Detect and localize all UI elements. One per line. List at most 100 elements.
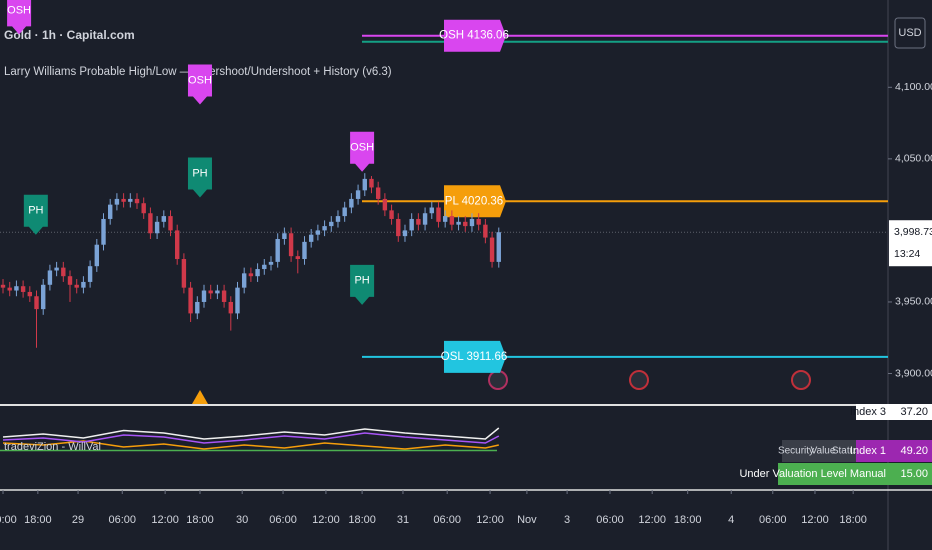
candle-body: [302, 241, 307, 260]
level-label: OSL 3911.66: [441, 351, 508, 363]
indicator-name: tradeviZion - WillVal: [4, 441, 101, 453]
candle-body: [355, 190, 361, 199]
annotation-label: OSH: [7, 4, 31, 16]
indicator-line: [2, 440, 499, 450]
x-tick-label: 18:00: [186, 514, 214, 526]
annotation-marker: [350, 264, 375, 305]
x-tick-label: 3: [564, 514, 570, 526]
indicator-line: [2, 427, 500, 440]
countdown: 13:24: [894, 248, 920, 260]
table-value: 37.20: [900, 406, 928, 418]
x-tick-label: 29: [72, 514, 84, 526]
annotation-marker: [350, 131, 375, 172]
candle-body: [181, 259, 187, 288]
candle-body: [429, 207, 434, 214]
candle-body: [335, 216, 341, 222]
candle-body: [436, 207, 441, 222]
x-tick-label: 06:00: [108, 514, 136, 526]
candle-body: [174, 230, 180, 260]
candle-body: [20, 286, 26, 292]
event-icon[interactable]: [488, 370, 508, 390]
candle-body: [7, 287, 12, 291]
candle-body: [362, 178, 367, 191]
candle-body: [168, 216, 173, 231]
candle-body: [342, 207, 347, 217]
candle-body: [322, 226, 327, 231]
x-tick-label: 18:00: [839, 514, 867, 526]
last-price-label: 3,998.73: [894, 226, 932, 238]
candle-body: [349, 198, 354, 208]
candle-body: [241, 273, 247, 288]
table-cell: [856, 404, 890, 420]
candle-body: [235, 287, 240, 314]
candle-body: [121, 198, 126, 202]
level-label-box: [444, 19, 506, 52]
annotation-label: PH: [192, 167, 207, 179]
candle-body: [396, 218, 401, 237]
candle-body: [268, 261, 274, 265]
candle-body: [208, 290, 213, 294]
candle-body: [422, 213, 428, 225]
candle-body: [463, 221, 468, 227]
candle-body: [148, 213, 153, 234]
signal-triangle: [192, 390, 208, 404]
candle-body: [262, 264, 267, 270]
table-cell: [890, 463, 932, 485]
annotation-marker: [187, 64, 212, 105]
table-header-bg: [782, 440, 856, 462]
table-label: Index 1: [850, 445, 886, 457]
candle-body: [141, 203, 146, 214]
candle-body: [449, 216, 455, 225]
candle-body: [409, 218, 414, 231]
candle-body: [61, 267, 66, 277]
candle-body: [496, 232, 501, 262]
y-tick-label: 3,950.00: [895, 296, 932, 308]
x-tick-label: Nov: [517, 514, 537, 526]
event-icon[interactable]: [791, 370, 811, 390]
table-header: Security: [778, 446, 814, 457]
y-tick-label: 4,050.00: [895, 153, 932, 165]
level-label: OSH 4136.06: [439, 30, 509, 42]
candle-body: [114, 198, 120, 205]
x-tick-label: 06:00: [759, 514, 787, 526]
candle-body: [456, 221, 461, 225]
table-label: Index 3: [850, 406, 886, 418]
candle-body: [81, 281, 86, 288]
annotation-label: PH: [28, 205, 43, 217]
candle-body: [201, 290, 207, 302]
candle-body: [41, 284, 46, 310]
candle-body: [369, 178, 374, 188]
x-tick-label: 12:00: [312, 514, 340, 526]
candle-body: [402, 230, 408, 237]
candle-body: [416, 218, 421, 225]
candle-body: [27, 291, 33, 297]
table-cell: [890, 404, 932, 420]
table-value: 15.00: [900, 468, 928, 480]
x-tick-label: 06:00: [433, 514, 461, 526]
last-price-box: [889, 220, 932, 267]
candle-body: [0, 284, 6, 288]
candle-body: [288, 233, 294, 257]
event-icon[interactable]: [629, 370, 649, 390]
candle-body: [375, 187, 381, 199]
candle-body: [315, 230, 321, 235]
currency-box[interactable]: [894, 17, 926, 49]
candle-body: [221, 290, 227, 302]
candle-body: [74, 284, 79, 288]
y-tick-label: 3,900.00: [895, 367, 932, 379]
candle-body: [108, 204, 113, 219]
level-label: PL 4020.36: [445, 195, 503, 207]
annotation-label: PH: [354, 275, 369, 287]
candle-body: [215, 290, 220, 294]
candle-body: [101, 218, 106, 245]
candle-body: [389, 210, 394, 219]
table-header: Value: [811, 446, 836, 457]
candle-body: [195, 301, 200, 314]
candle-body: [382, 198, 388, 211]
chart-title: Gold · 1h · Capital.com: [4, 28, 135, 42]
x-tick-label: 18:00: [348, 514, 376, 526]
currency: USD: [898, 27, 921, 39]
candle-body: [161, 216, 166, 222]
candle-body: [476, 218, 481, 225]
